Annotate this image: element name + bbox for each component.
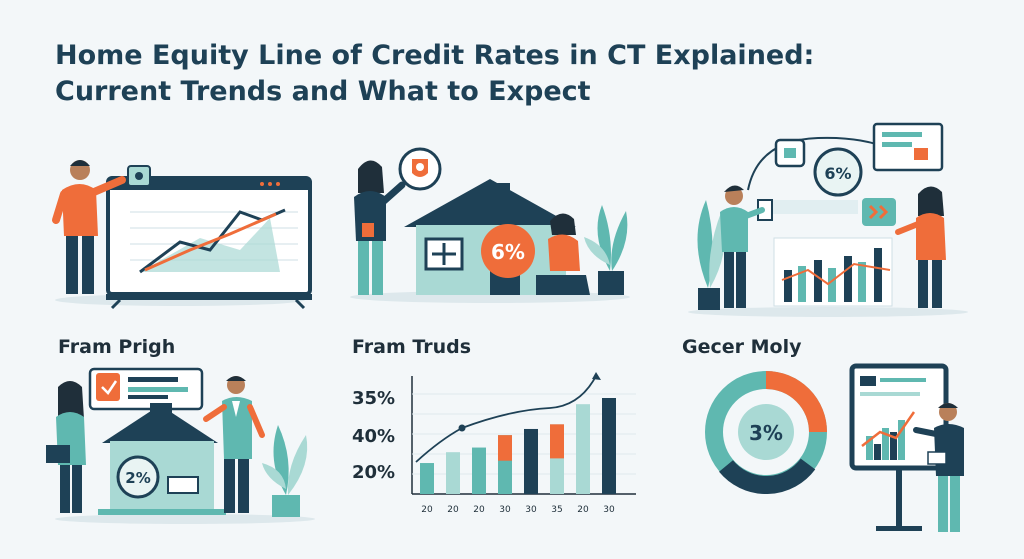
page-title: Home Equity Line of Credit Rates in CT E… [55, 38, 975, 110]
x-tick-label: 20 [577, 505, 589, 515]
panel-label-gecer-moly: Gecer Moly [682, 336, 802, 358]
bar-1 [420, 463, 434, 494]
x-tick-label: 20 [473, 505, 485, 515]
house-small-rate-badge: 2% [125, 469, 150, 487]
trend-curve [415, 375, 597, 463]
scene-donut-presenter: 3% [705, 363, 964, 532]
title-line-2: Current Trends and What to Expect [55, 76, 591, 107]
bar-5 [524, 428, 538, 494]
scene-house-small-rate: 2% [46, 367, 315, 524]
bar-2 [446, 452, 460, 494]
bar-7 [576, 404, 590, 494]
house-rate-badge: 6% [491, 240, 525, 264]
donut-rate-badge: 3% [749, 421, 783, 445]
bar-8 [602, 398, 616, 494]
bar-highlight-4 [498, 435, 512, 461]
x-tick-label: 30 [499, 505, 511, 515]
trend-bar-chart: 20 20 20 30 30 35 20 30 [411, 372, 636, 515]
x-tick-label: 20 [447, 505, 459, 515]
panel-label-fram-prigh: Fram Prigh [58, 336, 176, 358]
team-rate-badge: 6% [824, 164, 851, 183]
x-tick-label: 20 [421, 505, 433, 515]
x-tick-label: 30 [603, 505, 615, 515]
title-line-1: Home Equity Line of Credit Rates in CT E… [55, 40, 815, 71]
y-label-35: 35% [352, 388, 396, 409]
x-tick-label: 35 [551, 505, 562, 515]
bar-3 [472, 447, 486, 494]
scene-presenter-monitor [52, 160, 312, 310]
y-label-40: 40% [352, 426, 396, 447]
x-tick-label: 30 [525, 505, 537, 515]
y-label-20: 20% [352, 462, 396, 483]
panel-label-fram-truds: Fram Truds [352, 336, 472, 358]
scene-team-chart: 6% [688, 122, 968, 317]
bar-highlight-6 [550, 424, 564, 459]
scene-house-rate: 6% [350, 147, 630, 303]
